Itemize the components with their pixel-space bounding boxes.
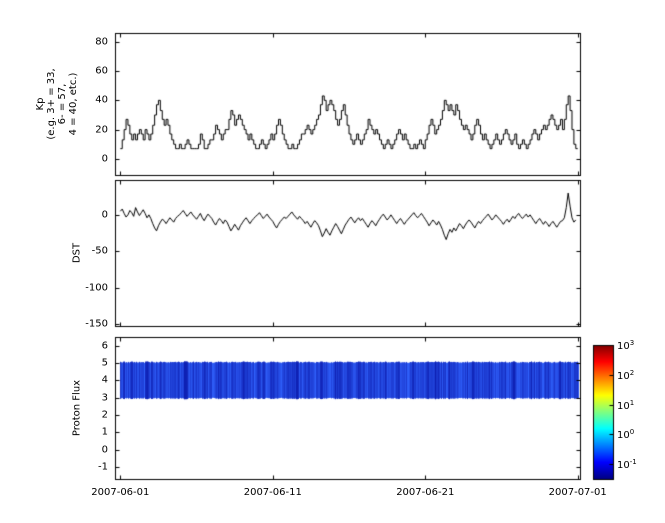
y-tick-label: 4	[101, 374, 108, 386]
y-tick-label: 3	[101, 392, 108, 404]
colorbar-tick-exponent: 3	[629, 338, 635, 347]
y-tick-label: 5	[101, 357, 108, 369]
y-tick-label: 6	[101, 340, 108, 352]
y-tick-label: 2	[101, 409, 108, 421]
y-tick-label: 80	[95, 36, 108, 48]
y-tick-label: -100	[85, 282, 108, 293]
colorbar-tick-label: 102	[617, 368, 635, 382]
y-tick-label: 0	[101, 209, 108, 221]
y-tick-label: 20	[95, 124, 108, 136]
colorbar-tick-label: 101	[617, 398, 635, 412]
y-tick-label: -1	[98, 461, 108, 473]
kp-axis-label-line: Kp	[35, 97, 46, 111]
y-tick-label: -50	[91, 245, 108, 257]
x-tick-label: 2007-07-01	[548, 487, 607, 498]
colorbar-tick-exponent: 2	[629, 368, 635, 377]
colorbar-tick-label: 100	[617, 428, 635, 442]
proton-flux-axis-label: Proton Flux	[71, 379, 83, 437]
y-tick-label: 1	[101, 426, 108, 438]
y-tick-label: 60	[95, 65, 108, 77]
colorbar-tick-label: 10-1	[617, 457, 637, 472]
y-tick-label: 40	[95, 94, 108, 106]
dst-axis-label: DST	[71, 242, 83, 264]
x-tick-label: 2007-06-11	[243, 487, 302, 498]
colorbar-tick-label: 103	[617, 338, 635, 353]
kp-axis-label-line: 4 = 40, etc.)	[68, 72, 79, 136]
colorbar-tick-exponent: -1	[629, 457, 637, 466]
y-tick-label: 0	[101, 444, 108, 456]
kp-axis-label-line: (e.g. 3+ = 33,	[46, 68, 57, 140]
y-tick-label: -150	[85, 318, 108, 330]
colorbar-tick-exponent: 1	[629, 398, 635, 407]
y-tick-label: 0	[101, 153, 108, 165]
x-tick-label: 2007-06-01	[91, 487, 150, 498]
colorbar-tick-exponent: 0	[629, 428, 635, 437]
x-tick-label: 2007-06-21	[396, 487, 455, 498]
kp-axis-label: Kp (e.g. 3+ = 33, 6- = 57, 4 = 40, etc.)	[35, 68, 79, 139]
kp-axis-label-line: 6- = 57,	[57, 83, 68, 125]
